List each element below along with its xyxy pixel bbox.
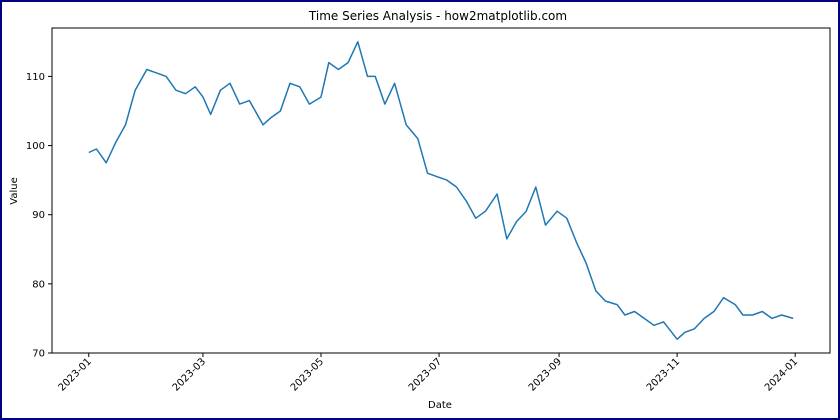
y-tick-label: 70 bbox=[32, 349, 45, 360]
y-tick-label: 100 bbox=[26, 141, 45, 152]
chart-title: Time Series Analysis - how2matplotlib.co… bbox=[308, 9, 567, 23]
x-tick-label: 2024-01 bbox=[763, 356, 800, 393]
y-axis: 70 80 90 100 110 bbox=[26, 72, 52, 360]
x-axis: 2023-01 2023-03 2023-05 2023-07 2023-09 2023-… bbox=[57, 353, 800, 394]
y-axis-label: Value bbox=[9, 177, 20, 204]
y-tick-label: 110 bbox=[26, 72, 45, 83]
y-tick-label: 80 bbox=[32, 279, 45, 290]
x-tick-label: 2023-01 bbox=[57, 356, 94, 393]
x-tick-label: 2023-03 bbox=[171, 356, 208, 393]
x-tick-label: 2023-05 bbox=[289, 356, 326, 393]
x-axis-label: Date bbox=[428, 400, 452, 411]
x-tick-label: 2023-11 bbox=[645, 356, 682, 393]
series-line bbox=[88, 41, 794, 340]
x-tick-label: 2023-09 bbox=[527, 356, 564, 393]
y-tick-label: 90 bbox=[32, 210, 45, 221]
x-tick-label: 2023-07 bbox=[407, 356, 444, 393]
plot-area bbox=[51, 27, 831, 354]
